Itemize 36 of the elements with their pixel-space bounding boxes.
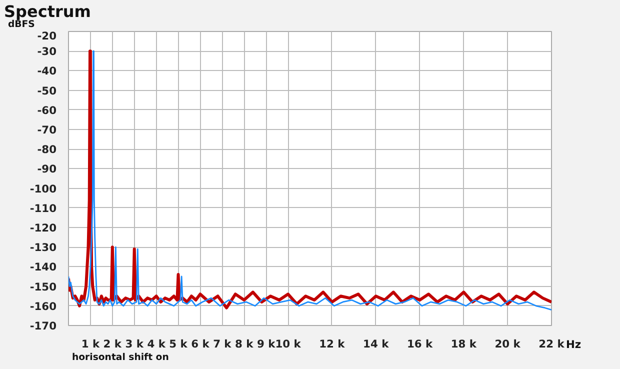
x-tick-label: 16 k [406,338,434,350]
x-tick-label: 12 k [319,338,346,350]
x-tick-label: 3 k [125,338,144,350]
x-tick-label: 6 k [191,338,210,350]
y-tick-label: -80 [37,143,57,156]
y-tick-label: -170 [30,320,57,332]
y-tick-label: -120 [30,222,57,234]
y-tick-label: -110 [30,202,57,215]
y-tick-label: -90 [37,162,57,176]
x-tick-label: 9 k [256,338,276,350]
x-tick-label: 10 k [275,338,302,350]
y-tick-label: -100 [30,182,57,196]
x-tick-label: 5 k [169,338,188,350]
x-tick-label: 20 k [494,338,522,350]
y-tick-label: -20 [37,30,57,42]
y-axis-title: dBFS [8,19,35,30]
y-tick-label: -150 [30,280,57,294]
x-tick-label: 7 k [213,338,232,350]
y-tick-label: -30 [37,45,57,58]
chart-title: Spectrum [4,2,91,21]
y-tick-label: -160 [30,300,57,313]
y-tick-label: -70 [37,124,57,136]
y-tick-label: -50 [37,84,57,98]
x-tick-label: 14 k [363,338,390,350]
x-axis-title: Hz [566,338,582,351]
x-tick-label: 18 k [450,338,478,350]
y-tick-label: -140 [30,260,57,274]
y-tick-label: -60 [37,104,57,117]
y-tick-label: -130 [30,241,57,254]
text: horisontal shift on [72,352,169,363]
x-tick-label: 4 k [147,338,166,350]
y-tick-label: -40 [37,64,57,78]
x-tick-label: 22 k [538,338,566,350]
x-tick-label: 2 k [103,338,122,350]
x-tick-label: 1 k [81,338,100,350]
x-tick-label: 8 k [235,338,254,350]
